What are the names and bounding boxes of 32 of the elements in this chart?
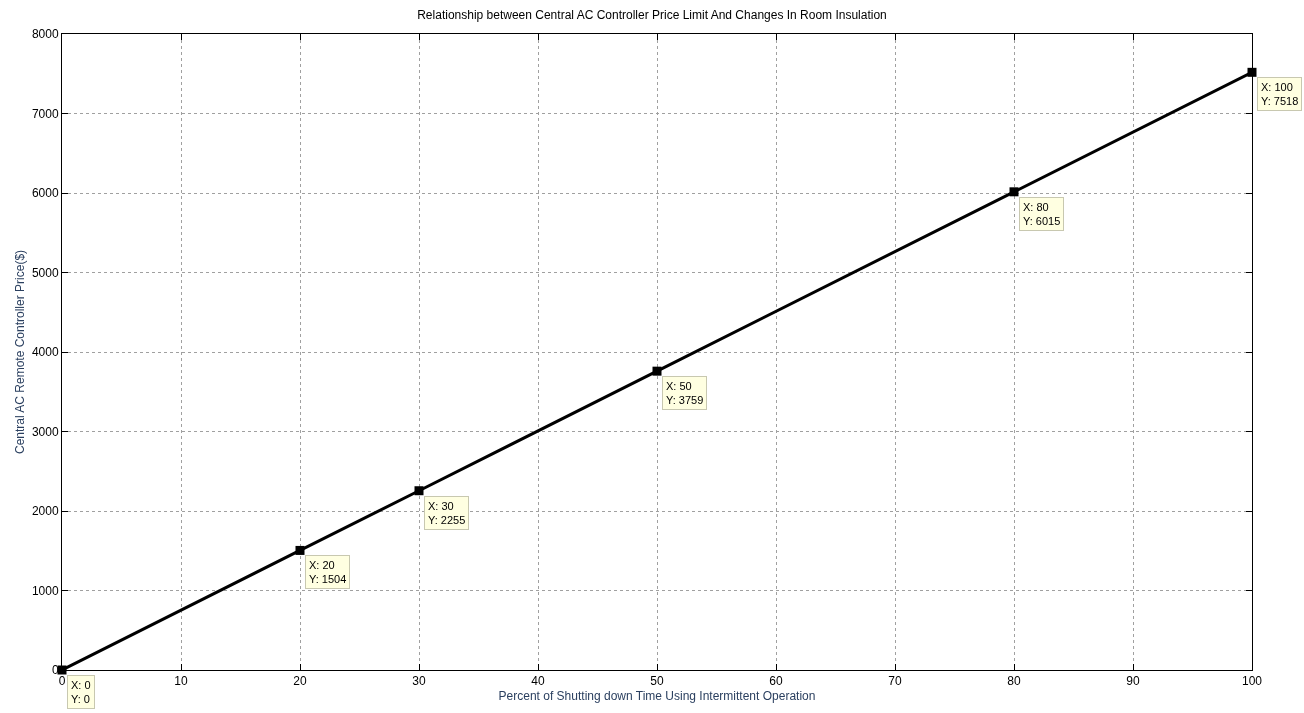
x-tick-label: 10 [174, 674, 188, 689]
annotation: X: 50 Y: 3759 [666, 380, 704, 407]
x-tick-label: 20 [293, 674, 307, 689]
x-tick-label: 90 [1126, 674, 1140, 689]
point [652, 366, 662, 376]
annotation: X: 20 Y: 1504 [309, 559, 347, 586]
y-tick-label: 2000 [31, 504, 59, 519]
x-tick-label: 60 [769, 674, 783, 689]
y-tick-label: 6000 [31, 186, 59, 201]
x-axis-title: Percent of Shutting down Time Using Intermittent Operation [498, 689, 816, 704]
annotation: X: 100 Y: 7518 [1261, 81, 1299, 108]
annotation: X: 30 Y: 2255 [428, 500, 466, 527]
y-axis-title: Central AC Remote Controller Price($) [13, 249, 28, 455]
point [414, 486, 424, 496]
y-tick-label: 7000 [31, 106, 59, 121]
chart-title: Relationship between Central AC Controller Price Limit And Changes In Room Insulation [417, 8, 887, 23]
y-tick-label: 8000 [31, 27, 59, 42]
annotation: X: 80 Y: 6015 [1023, 201, 1061, 228]
y-tick-label: 4000 [31, 345, 59, 360]
y-tick-label: 1000 [31, 583, 59, 598]
y-tick-label: 5000 [31, 265, 59, 280]
y-tick-label: 3000 [31, 424, 59, 439]
x-tick-label: 50 [650, 674, 664, 689]
point [295, 545, 305, 555]
annotation: X: 0 Y: 0 [71, 679, 91, 706]
x-tick-label: 100 [1241, 674, 1263, 689]
y-tick-label: 0 [51, 663, 59, 678]
point [1009, 187, 1019, 197]
x-tick-label: 80 [1007, 674, 1021, 689]
x-tick-label: 30 [412, 674, 426, 689]
x-tick-label: 40 [531, 674, 545, 689]
x-tick-label: 70 [888, 674, 902, 689]
